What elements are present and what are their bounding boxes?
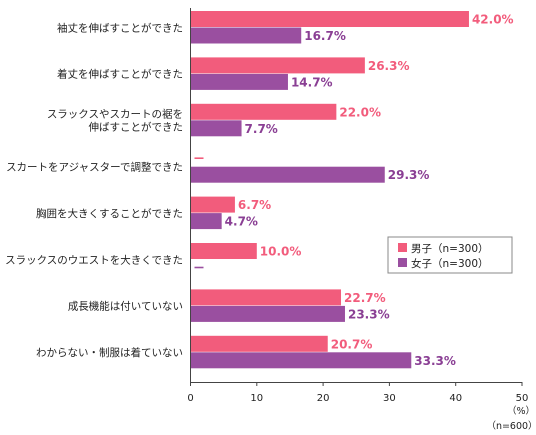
bar-boys: [190, 196, 235, 213]
bar-girls: [190, 213, 222, 230]
category-label: 袖丈を伸ばすことができた: [57, 21, 183, 34]
bars: [190, 11, 469, 369]
x-tick-label: 10: [250, 393, 263, 404]
data-label: 14.7%: [291, 75, 333, 89]
data-label: 4.7%: [225, 215, 258, 229]
category-label: スラックスやスカートの裾を: [47, 108, 183, 121]
bar-boys: [190, 335, 328, 352]
bar-boys: [190, 57, 365, 74]
unit-label: （%）: [507, 405, 535, 417]
data-label: 7.7%: [245, 122, 278, 136]
category-label: スカートをアジャスターで調整できた: [6, 160, 183, 173]
x-tick-label: 50: [516, 393, 529, 404]
data-label: 20.7%: [331, 337, 373, 351]
legend-swatch-boys: [398, 243, 407, 252]
bar-boys: [190, 289, 342, 306]
legend-label-girls: 女子（n=300）: [411, 257, 489, 270]
category-label: スラックスのウエストを大きくできた: [5, 253, 183, 266]
x-tick-label: 30: [383, 393, 396, 404]
category-label: 伸ばすことができた: [89, 121, 184, 134]
x-axis-ticks: 0 10 20 30 40 50: [187, 382, 528, 404]
data-label: 26.3%: [368, 59, 410, 73]
data-label: 29.3%: [388, 168, 430, 182]
bar-girls: [190, 305, 345, 322]
bar-boys: [190, 103, 337, 120]
data-label: 23.3%: [348, 307, 390, 321]
data-label: 6.7%: [238, 198, 271, 212]
category-labels: 袖丈を伸ばすことができた着丈を伸ばすことができたスラックスやスカートの裾を伸ばす…: [5, 21, 183, 359]
category-label: 胸囲を大きくすることができた: [36, 207, 183, 220]
bar-girls: [190, 352, 412, 369]
bar-boys: [190, 11, 469, 27]
bar-boys: [190, 243, 257, 259]
legend: 男子（n=300） 女子（n=300）: [387, 236, 513, 274]
data-label: 33.3%: [414, 354, 456, 368]
bar-girls: [190, 73, 288, 90]
x-tick-label: 20: [317, 393, 330, 404]
value-labels: 42.0% 16.7% 26.3% 14.7% 22.0% 7.7% 29.3% 6.7% 4.…: [225, 13, 514, 368]
data-label: 22.7%: [344, 291, 386, 305]
data-label: 22.0%: [339, 105, 381, 119]
data-label: 16.7%: [304, 29, 346, 43]
legend-swatch-girls: [398, 258, 407, 267]
x-tick-label: 0: [187, 393, 193, 404]
category-label: 成長機能は付いていない: [68, 300, 183, 313]
legend-label-boys: 男子（n=300）: [411, 243, 489, 255]
bar-girls: [190, 27, 302, 44]
legend-box: [387, 236, 513, 274]
bar-girls: [190, 120, 242, 137]
category-label: 着丈を伸ばすことができた: [57, 68, 183, 81]
category-label: わからない・制服は着ていない: [36, 346, 183, 359]
x-tick-label: 40: [449, 393, 462, 404]
data-label: 42.0%: [472, 13, 514, 27]
n-label: （n=600）: [486, 420, 536, 432]
bar-girls: [190, 166, 385, 183]
data-label: 10.0%: [260, 245, 302, 259]
